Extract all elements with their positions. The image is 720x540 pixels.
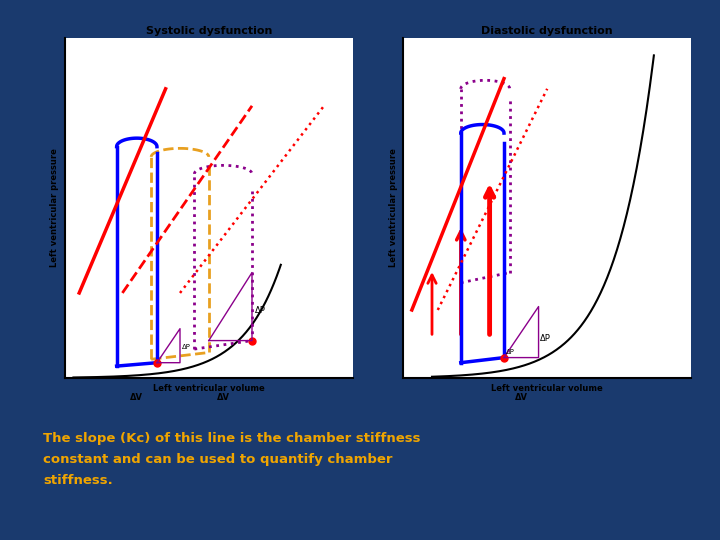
Text: ΔP: ΔP [540,334,551,342]
Text: The slope (Kc) of this line is the chamber stiffness
constant and can be used to: The slope (Kc) of this line is the chamb… [43,433,420,487]
Text: ΔV: ΔV [217,393,230,402]
Title: Diastolic dysfunction: Diastolic dysfunction [482,25,613,36]
Y-axis label: Left ventricular pressure: Left ventricular pressure [389,148,397,267]
Text: ΔP: ΔP [505,349,514,355]
X-axis label: Left ventricular volume: Left ventricular volume [153,383,265,393]
Y-axis label: Left ventricular pressure: Left ventricular pressure [50,148,59,267]
Title: Systolic dysfunction: Systolic dysfunction [145,25,272,36]
X-axis label: Left ventricular volume: Left ventricular volume [491,383,603,393]
Text: ΔV: ΔV [515,393,528,402]
Text: ΔP: ΔP [255,306,266,315]
Text: ΔP: ΔP [181,344,190,350]
Text: ΔV: ΔV [130,393,143,402]
